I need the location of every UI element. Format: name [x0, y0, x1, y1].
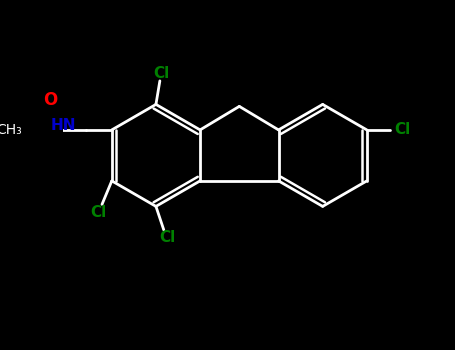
Text: Cl: Cl: [394, 122, 410, 138]
Text: HN: HN: [51, 119, 76, 133]
Text: Cl: Cl: [154, 66, 170, 81]
Text: Cl: Cl: [160, 230, 176, 245]
Text: O: O: [43, 91, 57, 110]
Text: CH₃: CH₃: [0, 123, 21, 137]
Text: Cl: Cl: [90, 205, 106, 220]
